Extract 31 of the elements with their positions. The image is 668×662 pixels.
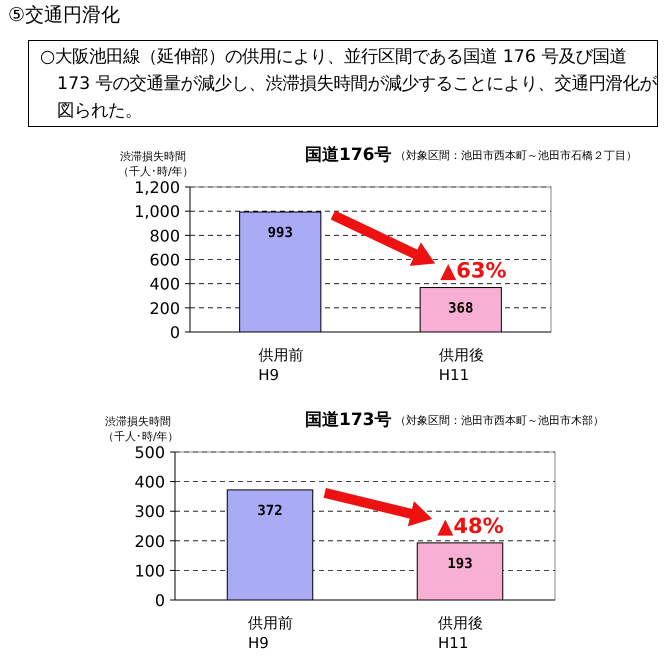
y-tick-label: 0: [154, 591, 165, 610]
y-tick-label: 400: [149, 274, 180, 294]
y-tick-label: 300: [134, 502, 165, 522]
y-axis-title: 渋滞損失時間（千人･時/年）: [118, 150, 194, 178]
y-axis-title: 渋滞損失時間（千人･時/年）: [103, 415, 179, 443]
data-label: 368: [448, 300, 474, 317]
chart-subtitle: （対象区間：池田市西本町～池田市石橋２丁目）: [395, 149, 637, 162]
chart-subtitle: （対象区間：池田市西本町～池田市木部）: [395, 414, 604, 427]
x-tick-label: 供用後 H11: [438, 614, 483, 652]
y-tick-label: 200: [149, 298, 180, 318]
y-tick-label: 400: [134, 472, 165, 492]
x-tick-label: 供用前 H9: [248, 614, 293, 652]
x-tick-label: 供用後 H11: [438, 346, 484, 384]
data-label: 193: [447, 556, 473, 572]
chart-title: 国道176号: [305, 145, 392, 165]
y-tick-label: 0: [170, 323, 180, 342]
text: ⑤交通円滑化: [8, 3, 120, 28]
data-label: 993: [268, 225, 293, 242]
x-tick-label: 供用前 H9: [258, 346, 304, 384]
chart-title: 国道173号: [305, 410, 392, 430]
y-tick-label: 500: [134, 443, 165, 462]
data-label: 372: [257, 502, 283, 519]
y-tick-label: 200: [134, 532, 165, 551]
annotation: ▲48%: [437, 514, 504, 538]
text: ○大阪池田線（延伸部）の供用により、並行区間である国道 176 号及び国道 173 号の交通量が減少し、渋滞損失時間が減少することにより、交通円滑化が図られた。: [40, 46, 657, 123]
y-tick-label: 100: [134, 561, 165, 580]
y-tick-label: 600: [149, 250, 180, 270]
annotation: ▲63%: [440, 258, 507, 283]
y-tick-label: 1,000: [134, 202, 180, 222]
y-tick-label: 800: [149, 226, 180, 246]
y-tick-label: 1,200: [134, 178, 180, 197]
